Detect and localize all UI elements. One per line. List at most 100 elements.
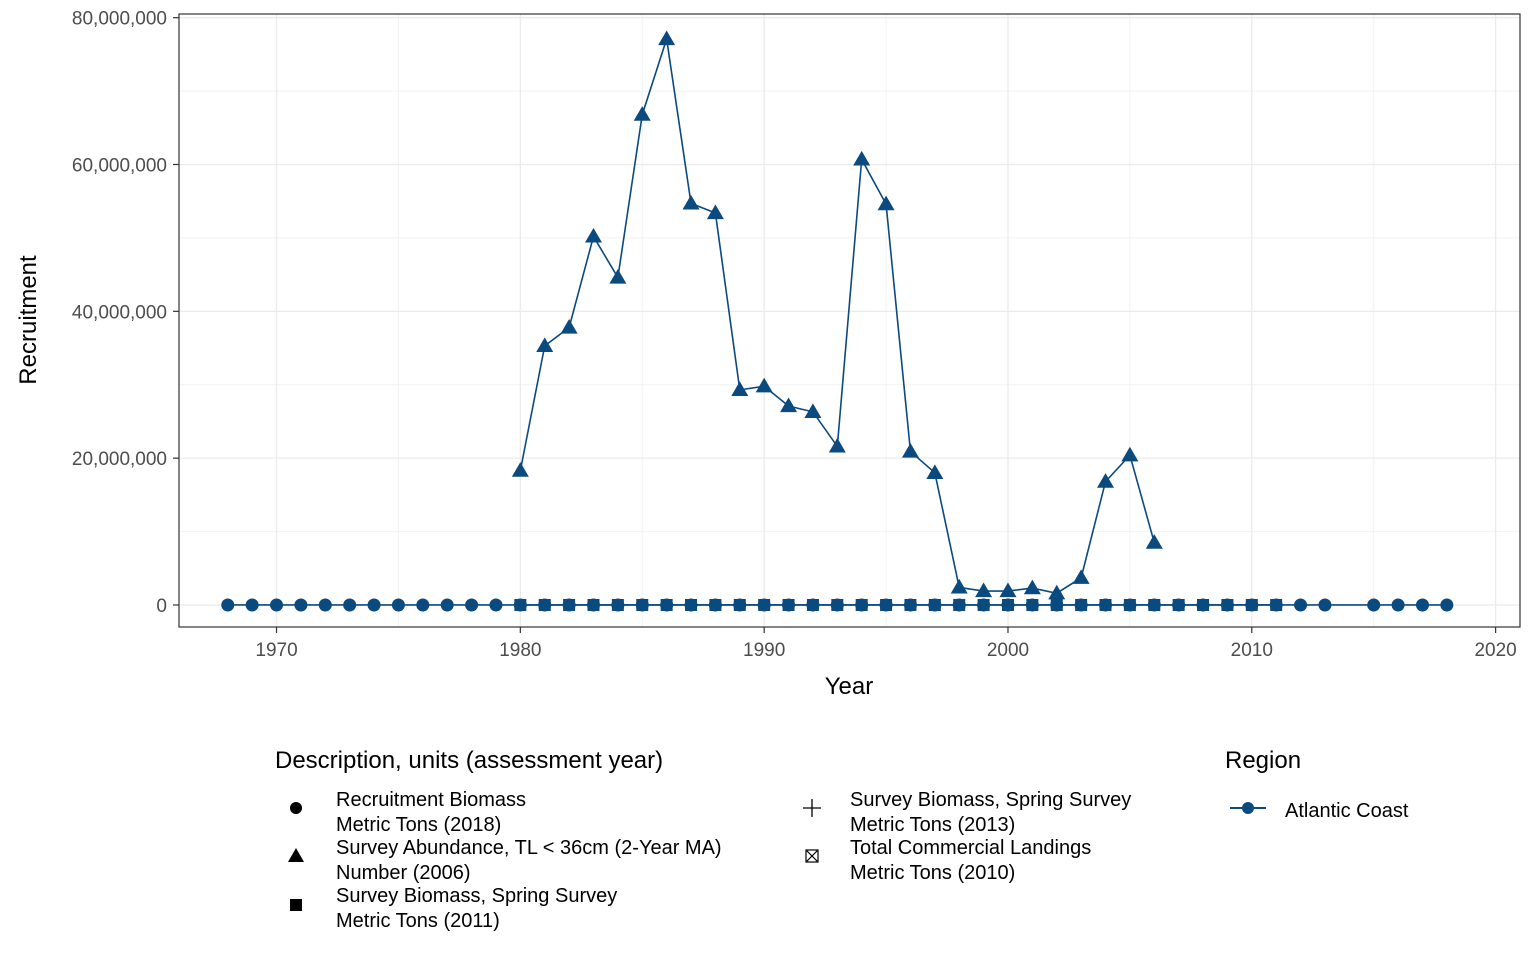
data-point-square bbox=[636, 598, 649, 611]
data-point-square bbox=[733, 598, 746, 611]
legend-label-line: Metric Tons (2011) bbox=[336, 910, 500, 932]
color-legend-title: Region bbox=[1225, 747, 1301, 774]
data-point-circle bbox=[489, 598, 503, 612]
data-point-circle bbox=[343, 598, 357, 612]
data-point-triangle bbox=[658, 30, 676, 46]
data-point-square bbox=[514, 598, 527, 611]
plot-panel-border bbox=[178, 13, 1521, 628]
legend-key-boxcross-box bbox=[805, 849, 819, 863]
y-tick-label: 40,000,000 bbox=[72, 302, 167, 323]
x-axis-title: Year bbox=[825, 673, 874, 700]
data-point-square bbox=[977, 598, 990, 611]
legend-key-boxcross-d2 bbox=[805, 849, 819, 863]
y-tick-label: 0 bbox=[156, 596, 167, 617]
data-point-triangle bbox=[1072, 569, 1090, 584]
data-point-circle bbox=[245, 598, 259, 612]
data-point-square bbox=[685, 598, 698, 611]
grid-major bbox=[179, 14, 1520, 627]
data-point-triangle bbox=[901, 443, 919, 458]
series-line-1 bbox=[519, 38, 1156, 595]
data-point-circle bbox=[1318, 598, 1332, 612]
data-point-square bbox=[904, 598, 917, 611]
data-point-triangle bbox=[1121, 446, 1139, 462]
data-point-circle bbox=[440, 598, 454, 612]
legend-label-line: Total Commercial Landings bbox=[850, 837, 1091, 859]
legend-label-line: Metric Tons (2013) bbox=[850, 814, 1015, 836]
data-point-square bbox=[1001, 598, 1014, 611]
data-point-triangle bbox=[1097, 473, 1115, 488]
x-axis: 1970 1980 1990 2000 2010 2020 bbox=[255, 627, 1517, 661]
data-point-triangle bbox=[584, 227, 602, 243]
y-axis-title: Recruitment bbox=[15, 255, 42, 385]
data-point-circle bbox=[1440, 598, 1454, 612]
data-point-circle bbox=[391, 598, 405, 612]
legend-label-line: Survey Biomass, Spring Survey bbox=[336, 885, 617, 907]
x-tick-label: 1970 bbox=[255, 640, 297, 661]
data-point-triangle bbox=[780, 397, 798, 413]
data-point-circle bbox=[465, 598, 479, 612]
data-point-square bbox=[538, 598, 551, 611]
legend-label-circle: Recruitment Biomass Metric Tons (2018) bbox=[336, 789, 526, 836]
x-tick-label: 2010 bbox=[1231, 640, 1273, 661]
data-point-triangle bbox=[682, 194, 700, 210]
y-tick-label: 80,000,000 bbox=[72, 9, 167, 30]
data-point-triangle bbox=[1145, 534, 1163, 549]
data-point-square bbox=[1270, 598, 1283, 611]
data-point-triangle bbox=[877, 195, 895, 211]
data-point-circle bbox=[1391, 598, 1405, 612]
legend-key-boxcross bbox=[805, 849, 819, 863]
data-point-triangle bbox=[975, 582, 993, 598]
data-point-triangle bbox=[609, 269, 627, 284]
data-point-triangle bbox=[950, 578, 968, 594]
data-point-square bbox=[1221, 598, 1234, 611]
data-point-square bbox=[1197, 598, 1210, 611]
legend-label-line: Survey Biomass, Spring Survey bbox=[850, 789, 1131, 811]
data-point-triangle bbox=[560, 318, 578, 334]
data-point-square bbox=[563, 598, 576, 611]
y-axis: 0 20,000,000 40,000,000 60,000,000 80,000,00… bbox=[72, 9, 179, 617]
data-point-square bbox=[1075, 598, 1088, 611]
data-point-circle bbox=[270, 598, 284, 612]
data-point-circle bbox=[416, 598, 430, 612]
data-point-triangle bbox=[804, 403, 822, 419]
series-lines bbox=[227, 38, 1447, 606]
y-tick-label: 20,000,000 bbox=[72, 449, 167, 470]
data-point-square bbox=[660, 598, 673, 611]
data-point-triangle bbox=[926, 464, 944, 479]
legend-key-plus bbox=[803, 799, 821, 817]
data-point-circle bbox=[1415, 598, 1429, 612]
data-point-square bbox=[1245, 598, 1258, 611]
legend-label-square: Survey Biomass, Spring Survey Metric Tons… bbox=[336, 885, 617, 932]
legend-label-line: Survey Abundance, TL < 36cm (2-Year MA) bbox=[336, 837, 722, 859]
x-tick-label: 1990 bbox=[743, 640, 785, 661]
series-points bbox=[221, 30, 1454, 612]
shape-legend: Recruitment Biomass Metric Tons (2018)Sur… bbox=[288, 789, 1131, 932]
data-point-square bbox=[806, 598, 819, 611]
data-point-square bbox=[1123, 598, 1136, 611]
data-point-square bbox=[611, 598, 624, 611]
color-legend-dot bbox=[1242, 802, 1254, 814]
legend-label-line: Metric Tons (2018) bbox=[336, 814, 501, 836]
data-point-circle bbox=[294, 598, 308, 612]
data-point-square bbox=[880, 598, 893, 611]
x-tick-label: 2020 bbox=[1474, 640, 1516, 661]
data-point-triangle bbox=[731, 381, 749, 396]
data-point-triangle bbox=[999, 582, 1017, 598]
data-point-square bbox=[1148, 598, 1161, 611]
legend-label-line: Number (2006) bbox=[336, 862, 471, 884]
data-point-square bbox=[782, 598, 795, 611]
data-point-circle bbox=[367, 598, 381, 612]
grid-minor bbox=[179, 14, 1520, 627]
legend-label-boxcross: Total Commercial Landings Metric Tons (20… bbox=[850, 837, 1091, 884]
shape-legend-title: Description, units (assessment year) bbox=[275, 747, 663, 774]
y-tick-label: 60,000,000 bbox=[72, 155, 167, 176]
data-point-triangle bbox=[755, 377, 773, 393]
data-point-square bbox=[831, 598, 844, 611]
data-point-square bbox=[709, 598, 722, 611]
data-point-triangle bbox=[511, 462, 529, 477]
data-point-square bbox=[1026, 598, 1039, 611]
data-point-square bbox=[1172, 598, 1185, 611]
data-point-square bbox=[953, 598, 966, 611]
data-point-triangle bbox=[828, 437, 846, 453]
